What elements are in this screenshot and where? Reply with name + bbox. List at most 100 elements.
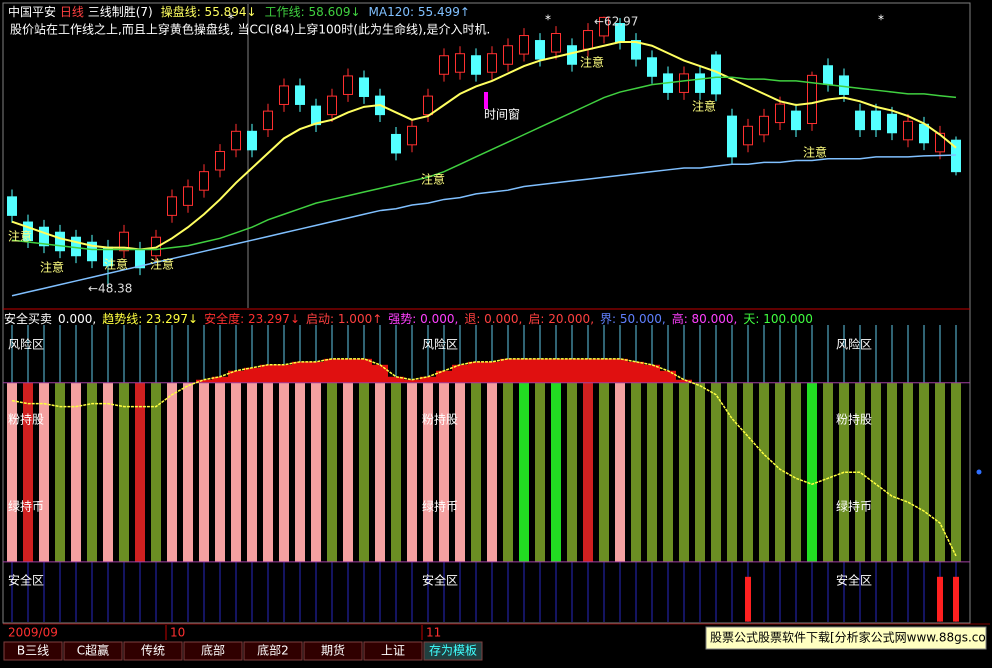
risk-fill	[260, 364, 276, 383]
candle-body	[407, 125, 417, 146]
legend-name: 工作线	[265, 5, 301, 19]
candle-body	[567, 45, 577, 65]
tab-label[interactable]: C超赢	[77, 643, 109, 658]
signal-bar	[937, 576, 943, 622]
candle-body	[359, 77, 369, 97]
state-bar	[455, 382, 465, 562]
scroll-dot	[976, 469, 982, 475]
candle-body	[87, 241, 97, 262]
candle-body	[391, 133, 401, 154]
time-window-mark	[484, 92, 488, 109]
tab[interactable]	[183, 641, 243, 661]
tab-label[interactable]: 期货	[321, 643, 345, 658]
state-bar	[103, 382, 113, 562]
date-label: 10	[170, 626, 185, 640]
state-bar	[327, 382, 337, 562]
tab-label[interactable]: 底部	[201, 643, 225, 658]
tab[interactable]	[363, 641, 423, 661]
state-bar	[231, 382, 241, 562]
state-bar	[679, 382, 689, 562]
risk-fill	[660, 370, 676, 383]
risk-fill	[372, 364, 388, 383]
indicator-readout: 高: 80.000,	[672, 311, 738, 326]
state-bar	[7, 382, 17, 562]
state-bar	[199, 382, 209, 562]
risk-fill	[308, 361, 324, 383]
state-bar	[567, 382, 577, 562]
risk-fill	[196, 379, 212, 383]
state-bar	[535, 382, 545, 562]
legend-value: : 55.499↑	[410, 5, 470, 19]
candle-body	[951, 139, 961, 173]
state-bar	[727, 382, 737, 562]
high-label: ←62.97	[594, 15, 638, 29]
state-bar	[295, 382, 305, 562]
tab[interactable]	[243, 641, 303, 661]
tab[interactable]	[3, 641, 63, 661]
risk-fill	[228, 370, 244, 383]
state-bar	[183, 382, 193, 562]
candle-body	[727, 115, 737, 158]
tab-label[interactable]: 存为模板	[429, 644, 477, 658]
candle-body	[743, 125, 753, 146]
zone-label: 绿持币	[836, 499, 872, 514]
tab-label[interactable]: 底部2	[257, 643, 289, 658]
annotation: 注意	[150, 257, 174, 272]
legend-name: MA120	[369, 5, 410, 19]
state-bar	[599, 382, 609, 562]
candle-body	[471, 55, 481, 75]
tab-label[interactable]: 上证	[381, 644, 405, 658]
candle-body	[39, 226, 49, 247]
candle-body	[455, 53, 465, 73]
state-bar	[247, 382, 257, 562]
risk-fill	[580, 358, 596, 383]
candle-body	[23, 221, 33, 242]
state-bar	[791, 382, 801, 562]
signal-bar	[953, 576, 959, 622]
indicator-readout: 安全度: 23.297↓	[204, 311, 300, 326]
legend-name: 操盘线	[161, 4, 197, 19]
state-bar	[135, 382, 145, 562]
candle-body	[775, 103, 785, 124]
tab[interactable]	[303, 641, 363, 661]
date-label: 2009/09	[8, 626, 58, 640]
risk-fill	[500, 358, 516, 383]
zone-label: 粉持股	[836, 412, 872, 427]
risk-fill	[468, 361, 484, 383]
annotation: 注意	[40, 260, 64, 275]
star: *	[545, 13, 551, 27]
candle-body	[263, 110, 273, 131]
tab-label[interactable]: 传统	[141, 643, 165, 658]
state-bar	[87, 382, 97, 562]
candle-body	[935, 132, 945, 153]
candle-body	[551, 33, 561, 53]
tab-label[interactable]: B三线	[17, 644, 49, 658]
candle-body	[631, 40, 641, 60]
risk-fill	[564, 358, 580, 383]
annotation: 注意	[803, 145, 827, 160]
ad-box[interactable]	[705, 626, 987, 650]
candle-body	[679, 73, 689, 93]
annotation: 注意	[580, 55, 604, 70]
state-bar	[439, 382, 449, 562]
ad-text[interactable]: 股票公式股票软件下载[分析家公式网www.88gs.com]	[710, 630, 992, 645]
state-bar	[215, 382, 225, 562]
candle-body	[119, 231, 129, 252]
indicator-readout: 0.000,	[58, 312, 96, 326]
candle-body	[839, 75, 849, 95]
tab[interactable]	[123, 641, 183, 661]
candle-body	[327, 95, 337, 116]
date-label: 11	[426, 626, 441, 640]
candle-body	[903, 120, 913, 141]
tab[interactable]	[423, 641, 483, 661]
candle-body	[855, 110, 865, 131]
risk-fill	[436, 370, 452, 383]
tab[interactable]	[63, 641, 123, 661]
indicator-readout: 强势: 0.000,	[388, 312, 458, 326]
risk-fill	[628, 361, 644, 383]
state-bar	[743, 382, 753, 562]
state-bar	[151, 382, 161, 562]
legend-value: : 58.609↓	[301, 5, 361, 19]
annotation: 时间窗	[484, 108, 520, 122]
zone-label: 粉持股	[422, 412, 458, 427]
